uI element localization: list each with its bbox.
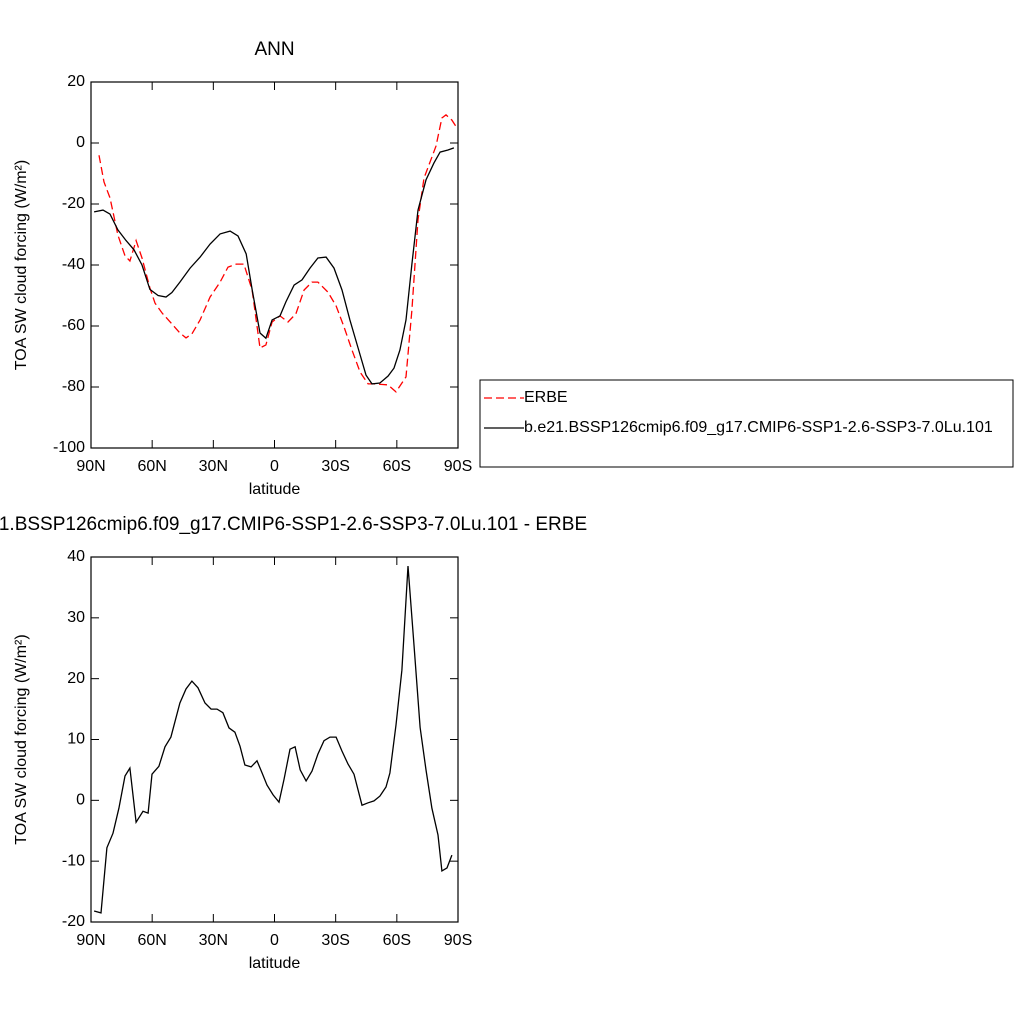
y-tick-label: -20 <box>62 195 85 212</box>
x-axis-label: latitude <box>249 955 301 972</box>
y-tick-label: 10 <box>67 731 85 748</box>
x-tick-label: 90N <box>76 932 105 949</box>
plot-frame <box>90 556 459 923</box>
y-tick-label: -10 <box>62 852 85 869</box>
x-tick-label: 30N <box>199 932 228 949</box>
legend: ERBE b.e21.BSSP126cmip6.f09_g17.CMIP6-SSP… <box>479 379 1014 468</box>
x-tick-label: 30S <box>321 458 349 475</box>
y-tick-label: 40 <box>67 548 85 565</box>
y-tick-label: 30 <box>67 609 85 626</box>
y-tick-label: 20 <box>67 73 85 90</box>
y-tick-label: -60 <box>62 317 85 334</box>
data-line <box>98 114 457 393</box>
y-tick-label: 0 <box>76 792 85 809</box>
chart-title: ANN <box>254 39 294 60</box>
data-line <box>93 147 455 385</box>
y-tick-label: 0 <box>76 134 85 151</box>
y-tick-label: -40 <box>62 256 85 273</box>
x-tick-label: 30S <box>321 932 349 949</box>
legend-label: ERBE <box>524 389 568 406</box>
panel: b.e21.BSSP126cmip6.f09_g17.CMIP6-SSP1-2.… <box>0 514 587 972</box>
x-tick-label: 30N <box>199 458 228 475</box>
x-tick-label: 90N <box>76 458 105 475</box>
x-axis-label: latitude <box>249 481 301 498</box>
y-axis-label: TOA SW cloud forcing (W/m²) <box>13 160 30 370</box>
x-tick-label: 60N <box>137 932 166 949</box>
x-tick-label: 60S <box>383 458 411 475</box>
legend-label: b.e21.BSSP126cmip6.f09_g17.CMIP6-SSP1-2.… <box>524 419 993 436</box>
plot-frame <box>90 81 459 449</box>
panel: ANN 90N 60N 30N 0 30S 60S 90S -100 -80 -60 -40 -20 0 2… <box>13 39 1014 498</box>
x-tick-label: 60N <box>137 458 166 475</box>
y-tick-label: -100 <box>53 439 85 456</box>
y-tick-label: -80 <box>62 378 85 395</box>
x-tick-label: 90S <box>444 932 472 949</box>
y-tick-label: 20 <box>67 670 85 687</box>
data-line <box>93 566 453 914</box>
x-tick-label: 0 <box>270 932 279 949</box>
y-axis-label: TOA SW cloud forcing (W/m²) <box>13 634 30 844</box>
x-tick-label: 0 <box>270 458 279 475</box>
x-tick-label: 90S <box>444 458 472 475</box>
chart-title: b.e21.BSSP126cmip6.f09_g17.CMIP6-SSP1-2.… <box>0 514 587 535</box>
x-tick-label: 60S <box>383 932 411 949</box>
y-tick-label: -20 <box>62 913 85 930</box>
legend-frame <box>479 379 1014 468</box>
